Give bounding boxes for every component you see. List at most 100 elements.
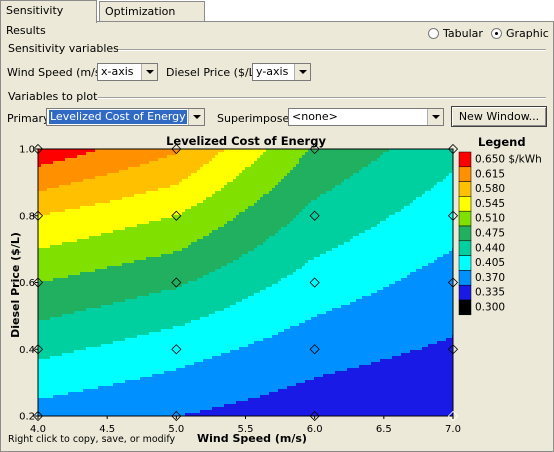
contour-cell <box>389 188 393 192</box>
contour-cell <box>125 215 129 219</box>
contour-cell <box>257 203 261 207</box>
contour-cell <box>233 173 237 177</box>
contour-cell <box>41 200 45 204</box>
tab-sensitivity-results[interactable]: Sensitivity Results <box>0 0 97 37</box>
contour-cell <box>209 230 213 234</box>
chevron-down-icon[interactable] <box>188 109 204 125</box>
wind-speed-axis-select[interactable]: x-axis <box>97 63 158 81</box>
contour-cell <box>431 194 435 198</box>
contour-cell <box>146 242 150 246</box>
contour-cell <box>113 215 117 219</box>
contour-cell <box>386 152 390 156</box>
contour-cell <box>263 233 267 237</box>
contour-cell <box>422 200 426 204</box>
contour-cell <box>347 161 351 165</box>
contour-cell <box>50 173 54 177</box>
contour-cell <box>38 254 42 258</box>
contour-cell <box>56 236 60 240</box>
contour-cell <box>236 191 240 195</box>
contour-cell <box>449 170 453 174</box>
graphic-radio[interactable] <box>491 28 502 39</box>
contour-cell <box>314 215 318 219</box>
contour-cell <box>158 248 162 252</box>
primary-variable-select[interactable]: Levelized Cost of Energy <box>46 108 205 126</box>
contour-cell <box>230 158 234 162</box>
contour-cell <box>173 179 177 183</box>
contour-cell <box>206 176 210 180</box>
contour-cell <box>311 221 315 225</box>
contour-cell <box>326 251 330 255</box>
contour-cell <box>191 203 195 207</box>
contour-cell <box>101 200 105 204</box>
contour-cell <box>335 242 339 246</box>
contour-cell <box>131 245 135 249</box>
contour-cell <box>335 155 339 159</box>
contour-cell <box>296 212 300 216</box>
contour-cell <box>194 149 198 153</box>
contour-cell <box>149 248 153 252</box>
contour-cell <box>386 161 390 165</box>
contour-cell <box>248 215 252 219</box>
contour-cell <box>341 188 345 192</box>
contour-cell <box>323 164 327 168</box>
contour-cell <box>233 230 237 234</box>
contour-cell <box>74 251 78 255</box>
tabular-radio[interactable] <box>428 28 439 39</box>
contour-cell <box>215 218 219 222</box>
contour-cell <box>308 152 312 156</box>
contour-cell <box>287 179 291 183</box>
chevron-down-icon[interactable] <box>427 109 443 125</box>
contour-cell <box>305 245 309 249</box>
contour-cell <box>140 152 144 156</box>
contour-cell <box>38 158 42 162</box>
contour-cell <box>392 215 396 219</box>
chevron-down-icon[interactable] <box>294 64 310 80</box>
superimposed-variable-select[interactable]: <none> <box>288 108 444 126</box>
contour-cell <box>437 173 441 177</box>
contour-cell <box>200 227 204 231</box>
contour-cell <box>134 200 138 204</box>
contour-cell <box>119 185 123 189</box>
diesel-price-axis-select[interactable]: y-axis <box>252 63 311 81</box>
contour-cell <box>332 215 336 219</box>
contour-cell <box>113 203 117 207</box>
contour-cell <box>239 149 243 153</box>
contour-cell <box>281 248 285 252</box>
contour-cell <box>350 251 354 255</box>
contour-cell <box>365 152 369 156</box>
contour-cell <box>203 215 207 219</box>
contour-cell <box>65 152 69 156</box>
contour-cell <box>152 206 156 210</box>
contour-cell <box>98 251 102 255</box>
contour-cell <box>419 221 423 225</box>
contour-cell <box>122 251 126 255</box>
contour-cell <box>392 155 396 159</box>
contour-cell <box>218 164 222 168</box>
contour-cell <box>440 206 444 210</box>
contour-cell <box>167 200 171 204</box>
chevron-down-icon[interactable] <box>141 64 157 80</box>
contour-cell <box>236 215 240 219</box>
contour-cell <box>281 206 285 210</box>
contour-cell <box>131 167 135 171</box>
contour-cell <box>107 209 111 213</box>
contour-cell <box>149 158 153 162</box>
contour-cell <box>305 185 309 189</box>
contour-cell <box>215 176 219 180</box>
contour-cell <box>59 242 63 246</box>
contour-cell <box>173 191 177 195</box>
contour-cell <box>74 155 78 159</box>
contour-cell <box>359 239 363 243</box>
contour-cell <box>119 197 123 201</box>
contour-cell <box>296 245 300 249</box>
contour-cell <box>389 197 393 201</box>
contour-cell <box>428 164 432 168</box>
new-window-button[interactable]: New Window... <box>451 106 547 127</box>
contour-cell <box>71 251 75 255</box>
contour-cell <box>173 227 177 231</box>
contour-cell <box>245 251 249 255</box>
contour-cell <box>359 200 363 204</box>
contour-cell <box>356 218 360 222</box>
contour-cell <box>185 251 189 255</box>
